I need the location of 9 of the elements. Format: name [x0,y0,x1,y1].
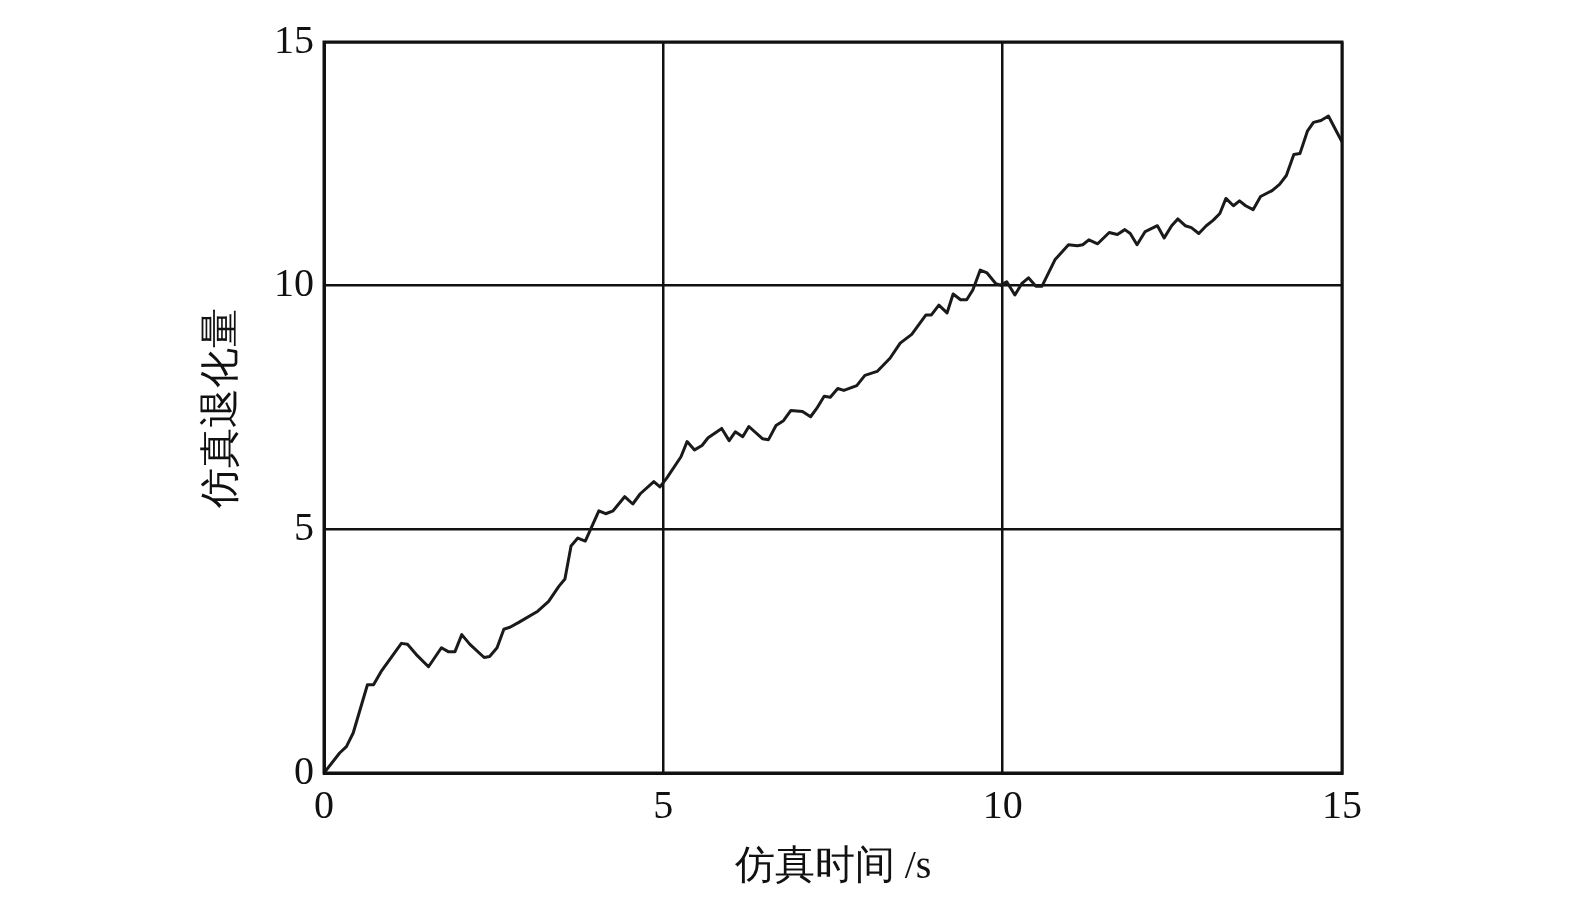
x-tick-label: 5 [653,781,674,827]
x-tick-label: 15 [1322,781,1362,827]
y-tick-label: 0 [294,747,314,793]
y-tick-label: 10 [274,260,314,306]
y-axis-title: 仿真退化量 [196,307,242,509]
x-axis-title: 仿真时间 /s [733,841,932,887]
y-tick-label: 15 [274,16,314,62]
y-tick-label: 5 [294,503,314,549]
x-tick-label: 10 [982,781,1023,827]
